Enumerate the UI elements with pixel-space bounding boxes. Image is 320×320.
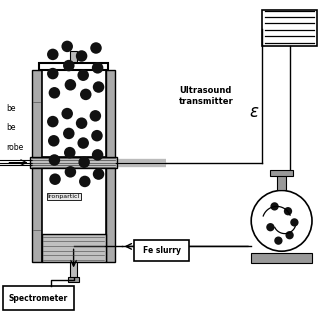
Circle shape [285, 231, 294, 239]
Text: be: be [6, 124, 16, 132]
Bar [68, 277, 79, 282]
Circle shape [63, 60, 75, 71]
Bar [134, 240, 189, 261]
Text: be: be [6, 104, 16, 113]
Circle shape [80, 89, 92, 100]
Circle shape [274, 236, 283, 245]
Bar [70, 51, 77, 63]
Bar [39, 63, 108, 70]
Text: Fe slurry: Fe slurry [143, 246, 180, 255]
Bar [251, 253, 312, 263]
Circle shape [49, 87, 60, 99]
Circle shape [61, 108, 73, 119]
Circle shape [77, 69, 89, 81]
Circle shape [90, 110, 101, 122]
Circle shape [76, 50, 87, 62]
Bar [42, 234, 106, 262]
Text: Ultrasound
transmitter: Ultrasound transmitter [179, 86, 234, 106]
Circle shape [251, 190, 312, 251]
Circle shape [92, 149, 103, 161]
Bar [277, 175, 286, 190]
Bar [42, 168, 106, 262]
Text: Ironparticl: Ironparticl [48, 194, 80, 199]
Circle shape [79, 176, 91, 187]
Bar [270, 170, 293, 176]
Bar [42, 70, 106, 157]
Circle shape [61, 41, 73, 52]
Circle shape [63, 128, 75, 139]
Circle shape [90, 42, 102, 54]
Bar [3, 286, 74, 310]
Circle shape [49, 154, 60, 166]
Circle shape [76, 117, 87, 129]
Text: Spectrometer: Spectrometer [9, 294, 68, 303]
Text: robe: robe [6, 143, 24, 152]
Circle shape [47, 49, 59, 60]
Circle shape [93, 168, 104, 180]
Text: $\epsilon$: $\epsilon$ [249, 103, 260, 121]
Circle shape [77, 137, 89, 149]
Circle shape [266, 223, 275, 231]
Bar [262, 10, 317, 46]
Circle shape [91, 130, 103, 141]
Circle shape [92, 62, 103, 74]
Circle shape [290, 218, 299, 227]
Circle shape [47, 68, 59, 79]
Circle shape [48, 135, 60, 147]
Circle shape [47, 116, 59, 127]
Circle shape [270, 202, 279, 211]
Circle shape [65, 166, 76, 178]
Circle shape [49, 173, 61, 185]
Circle shape [284, 207, 292, 215]
Circle shape [65, 79, 76, 91]
Circle shape [78, 156, 90, 168]
Circle shape [64, 147, 76, 158]
Bar [32, 70, 42, 262]
Circle shape [93, 81, 104, 93]
Bar [106, 70, 115, 262]
Bar [70, 262, 77, 278]
Bar [30, 157, 117, 168]
